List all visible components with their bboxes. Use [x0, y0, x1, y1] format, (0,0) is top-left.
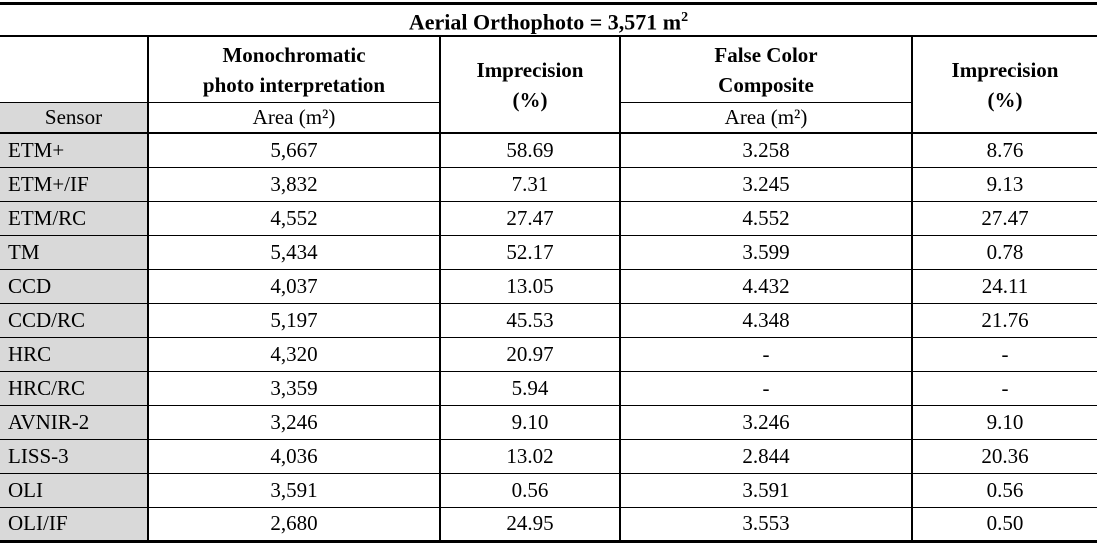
sensor-column-header: Sensor — [0, 102, 148, 135]
sensor-name: ETM+/IF — [0, 167, 148, 202]
title-row: Aerial Orthophoto = 3,571 m2 — [0, 3, 1097, 38]
table-row: ETM+ 5,667 58.69 3.258 8.76 — [0, 133, 1097, 168]
fcc-area-value: 2.844 — [619, 439, 912, 474]
fcc-imprecision-value: 24.11 — [910, 269, 1097, 304]
mono-area-value: 2,680 — [147, 507, 440, 543]
table-row: AVNIR-2 3,246 9.10 3.246 9.10 — [0, 405, 1097, 440]
fcc-imprecision-value: 9.13 — [910, 167, 1097, 202]
mono-imprecision-value: 20.97 — [439, 337, 620, 372]
fcc-area-value: 4.348 — [619, 303, 912, 338]
mono-area-value: 4,552 — [147, 201, 440, 236]
table-row: ETM/RC 4,552 27.47 4.552 27.47 — [0, 201, 1097, 236]
sensor-name: LISS-3 — [0, 439, 148, 474]
column-header-monochromatic: Monochromatic photo interpretation — [147, 36, 440, 103]
table-row: HRC/RC 3,359 5.94- - — [0, 371, 1097, 406]
fcc-imprecision-value: 20.36 — [910, 439, 1097, 474]
fcc-imprecision-value: - — [910, 371, 1097, 406]
table-body: ETM+ 5,667 58.69 3.258 8.76 ETM+/IF 3,832 7.31 3… — [0, 133, 1097, 543]
mono-area-value: 3,591 — [147, 473, 440, 508]
column-header-false-color-line2: Composite — [718, 72, 814, 97]
fcc-area-value: 3.591 — [619, 473, 912, 508]
mono-imprecision-value: 7.31 — [439, 167, 620, 202]
mono-area-header: Area (m²) — [147, 102, 440, 135]
fcc-area-value: - — [619, 337, 912, 372]
fcc-area-value: 3.599 — [619, 235, 912, 270]
mono-imprecision-value: 52.17 — [439, 235, 620, 270]
fcc-imprecision-value: 9.10 — [910, 405, 1097, 440]
mono-imprecision-value: 45.53 — [439, 303, 620, 338]
table-row: LISS-3 4,036 13.02 2.844 20.36 — [0, 439, 1097, 474]
fcc-imprecision-value: 0.56 — [910, 473, 1097, 508]
fcc-area-value: 4.552 — [619, 201, 912, 236]
table-row: HRC 4,320 20.97- - — [0, 337, 1097, 372]
fcc-area-value: 3.258 — [619, 133, 912, 168]
sensor-name: CCD/RC — [0, 303, 148, 338]
mono-area-value: 4,036 — [147, 439, 440, 474]
fcc-imprecision-value: 27.47 — [910, 201, 1097, 236]
mono-area-value: 5,434 — [147, 235, 440, 270]
fcc-area-value: 3.553 — [619, 507, 912, 543]
mono-imprecision-value: 24.95 — [439, 507, 620, 543]
table-row: CCD 4,037 13.05 4.432 24.11 — [0, 269, 1097, 304]
header-row-main: Monochromatic photo interpretation Impre… — [0, 36, 1097, 135]
sensor-name: CCD — [0, 269, 148, 304]
column-header-imprecision-fcc: Imprecision (%) — [910, 36, 1097, 135]
column-header-imprecision-fcc-line2: (%) — [987, 87, 1023, 112]
mono-imprecision-value: 0.56 — [439, 473, 620, 508]
fcc-area-value: 3.246 — [619, 405, 912, 440]
mono-area-value: 5,667 — [147, 133, 440, 168]
column-header-monochromatic-line2: photo interpretation — [202, 72, 386, 97]
sensor-name: HRC/RC — [0, 371, 148, 406]
mono-imprecision-value: 27.47 — [439, 201, 620, 236]
mono-imprecision-value: 13.05 — [439, 269, 620, 304]
table-title: Aerial Orthophoto = 3,571 m2 — [0, 3, 1097, 38]
mono-imprecision-value: 13.02 — [439, 439, 620, 474]
column-header-false-color: False Color Composite — [619, 36, 912, 103]
fcc-area-value: 3.245 — [619, 167, 912, 202]
fcc-area-header: Area (m²) — [619, 102, 912, 135]
column-header-imprecision-mono-line2: (%) — [512, 87, 548, 112]
sensor-name: ETM+ — [0, 133, 148, 168]
table-row: TM 5,434 52.17 3.599 0.78 — [0, 235, 1097, 270]
sensor-name: ETM/RC — [0, 201, 148, 236]
mono-imprecision-value: 5.94 — [439, 371, 620, 406]
fcc-area-value: - — [619, 371, 912, 406]
mono-area-value: 5,197 — [147, 303, 440, 338]
mono-area-value: 4,037 — [147, 269, 440, 304]
table-row: ETM+/IF 3,832 7.31 3.245 9.13 — [0, 167, 1097, 202]
sensor-name: TM — [0, 235, 148, 270]
fcc-imprecision-value: 0.78 — [910, 235, 1097, 270]
mono-imprecision-value: 58.69 — [439, 133, 620, 168]
mono-imprecision-value: 9.10 — [439, 405, 620, 440]
column-header-imprecision-mono: Imprecision (%) — [439, 36, 620, 135]
table-row: OLI 3,591 0.56 3.591 0.56 — [0, 473, 1097, 508]
corner-cell — [0, 36, 148, 103]
table-title-text: Aerial Orthophoto = 3,571 m — [408, 9, 682, 35]
fcc-imprecision-value: 21.76 — [910, 303, 1097, 338]
column-header-imprecision-fcc-line1: Imprecision — [951, 57, 1059, 82]
column-header-imprecision-mono-line1: Imprecision — [476, 57, 584, 82]
sensor-name: OLI — [0, 473, 148, 508]
fcc-imprecision-value: 0.50 — [910, 507, 1097, 543]
sensor-name: OLI/IF — [0, 507, 148, 543]
table-row: OLI/IF 2,680 24.95 3.553 0.50 — [0, 507, 1097, 543]
mono-area-value: 3,832 — [147, 167, 440, 202]
sensor-name: AVNIR-2 — [0, 405, 148, 440]
header-row-sub: Sensor Area (m²) Area (m²) — [0, 102, 1097, 135]
column-header-false-color-line1: False Color — [714, 42, 818, 67]
mono-area-value: 3,246 — [147, 405, 440, 440]
fcc-area-value: 4.432 — [619, 269, 912, 304]
mono-area-value: 3,359 — [147, 371, 440, 406]
table-title-exponent: 2 — [681, 10, 689, 25]
mono-area-value: 4,320 — [147, 337, 440, 372]
table-row: CCD/RC 5,197 45.53 4.348 21.76 — [0, 303, 1097, 338]
sensor-name: HRC — [0, 337, 148, 372]
fcc-imprecision-value: - — [910, 337, 1097, 372]
column-header-monochromatic-line1: Monochromatic — [222, 42, 366, 67]
fcc-imprecision-value: 8.76 — [910, 133, 1097, 168]
